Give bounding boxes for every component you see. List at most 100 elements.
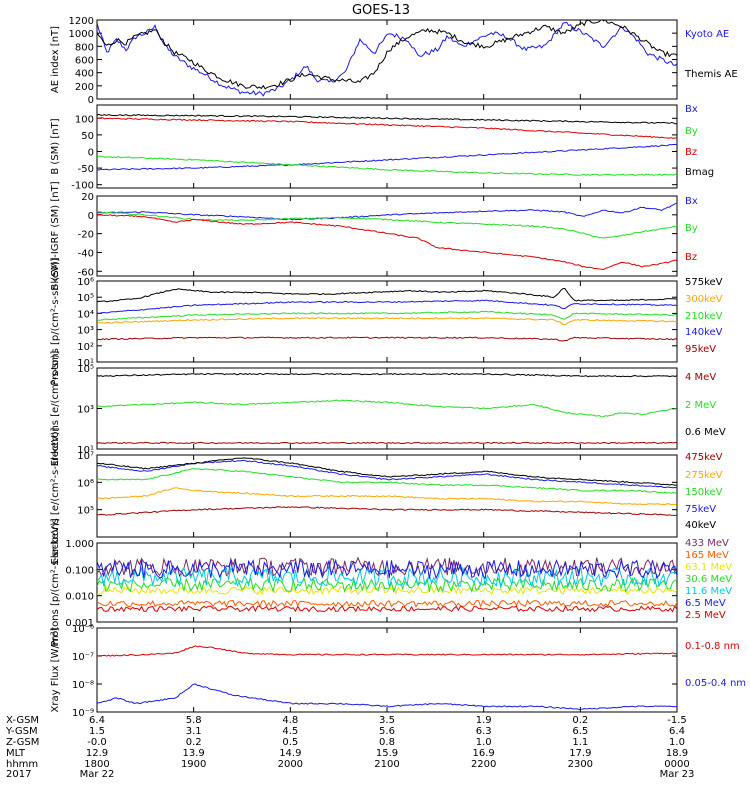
- y-tick-label: -100: [71, 181, 94, 192]
- legend-entry: 2 MeV: [685, 400, 716, 411]
- y-axis-label: Electrons [e/(cm²-s-sr)]: [50, 351, 61, 467]
- y-tick-label: 10³: [77, 326, 94, 337]
- y-tick-label: 200: [75, 82, 94, 93]
- time-axis-value: 2100: [374, 759, 399, 770]
- panel-7: 1.000 0.100 0.010 0.001 Protons [p/(cm²-s-sr…: [50, 518, 732, 646]
- legend-entry: Bmag: [685, 167, 714, 178]
- legend-entry: Bx: [685, 104, 698, 115]
- y-tick-label: 10⁻⁹: [72, 708, 94, 719]
- time-axis-value: 4.8: [282, 715, 298, 726]
- time-axis-row-label: Y-GSM: [5, 726, 38, 737]
- series-line-2-5-mev: [97, 605, 677, 613]
- y-tick-label: 10³: [77, 405, 94, 416]
- panel-frame: [96, 195, 678, 277]
- y-tick-label: 0.010: [65, 592, 94, 603]
- time-axis-value: 0.2: [572, 715, 588, 726]
- y-tick-label: 10⁴: [77, 309, 94, 320]
- y-tick-label: 0: [88, 211, 94, 222]
- panel-4: 10⁶ 10⁵ 10⁴ 10³ 10² 10¹ Protons [p/(cm²-s-sr-k…: [50, 257, 723, 385]
- time-axis-value: 18.9: [666, 748, 688, 759]
- y-tick-label: 10²: [77, 342, 94, 353]
- time-axis-value: Mar 22: [80, 769, 115, 780]
- y-tick-label: 0.001: [65, 618, 94, 629]
- y-tick-label: 600: [75, 56, 94, 67]
- time-axis-row-label: 2017: [6, 769, 31, 780]
- legend-entry: 4 MeV: [685, 372, 716, 383]
- legend-entry: 300keV: [685, 294, 723, 305]
- time-axis-value: 1900: [181, 759, 206, 770]
- time-axis-value: 0.5: [282, 737, 298, 748]
- legend-entry: 6.5 MeV: [685, 598, 726, 609]
- series-line-themis-ae: [97, 20, 677, 90]
- legend-entry: 11.6 MeV: [685, 586, 732, 597]
- series-line-63-1-mev: [97, 585, 677, 596]
- legend-entry: 210keV: [685, 311, 723, 322]
- time-axis-value: 0.2: [186, 737, 202, 748]
- series-line-6-5-mev: [97, 558, 677, 580]
- series-line-bx: [97, 143, 677, 171]
- time-axis-value: 6.4: [89, 715, 105, 726]
- y-axis-label: AE index [nT]: [50, 26, 61, 93]
- y-tick-label: 20: [81, 192, 94, 203]
- legend-entry: 475keV: [685, 452, 723, 463]
- y-tick-label: -20: [78, 230, 94, 241]
- legend-entry: 40keV: [685, 520, 716, 531]
- legend-entry: 2.5 MeV: [685, 610, 726, 621]
- series-line-bmag: [97, 113, 677, 125]
- series-line-165-mev: [97, 599, 677, 608]
- y-tick-label: 10⁷: [77, 451, 94, 462]
- time-axis-value: -0.0: [87, 737, 107, 748]
- series-line-275kev: [97, 487, 677, 506]
- time-axis-row-label: hhmm: [6, 759, 38, 770]
- series-line-575kev: [97, 287, 677, 303]
- panel-8: 10⁻⁶ 10⁻⁷ 10⁻⁸ 10⁻⁹ Xray Flux [W/m²] 0.1-0.8 …: [50, 624, 746, 719]
- y-tick-label: 50: [81, 131, 94, 142]
- time-axis-value: 5.8: [186, 715, 202, 726]
- series-line-11-6-mev: [97, 566, 677, 589]
- y-tick-label: 10⁵: [77, 506, 94, 517]
- panel-1: 1200 1000 800 600 400 200 0 AE index [nT] Kyoto …: [50, 16, 738, 106]
- legend-entry: 150keV: [685, 487, 723, 498]
- panel-frame: [96, 627, 678, 713]
- series-line-2-mev: [97, 399, 677, 418]
- time-axis-value: 4.5: [282, 726, 298, 737]
- y-tick-label: 10⁵: [77, 293, 94, 304]
- time-axis-value: 1.9: [476, 715, 492, 726]
- time-axis-value: 3.5: [379, 715, 395, 726]
- legend-entry: 0.6 MeV: [685, 427, 726, 438]
- time-axis-value: -1.5: [667, 715, 687, 726]
- y-tick-label: 10¹: [77, 358, 94, 369]
- series-line-95kev: [97, 336, 677, 342]
- y-tick-label: 10¹: [77, 445, 94, 456]
- series-line-475kev: [97, 506, 677, 517]
- y-tick-label: 10⁵: [77, 364, 94, 375]
- time-axis-value: 15.9: [376, 748, 398, 759]
- panel-2: 100 50 0 -50 -100 B (SM) [nT] Bx By Bz Bmag: [50, 104, 714, 192]
- legend-entry: Kyoto AE: [685, 29, 729, 40]
- legend-entry: 30.6 MeV: [685, 574, 732, 585]
- y-tick-label: 0.100: [65, 565, 94, 576]
- y-tick-label: 800: [75, 42, 94, 53]
- legend-entry: 75keV: [685, 504, 716, 515]
- y-tick-label: -40: [78, 248, 94, 259]
- series-line-by: [97, 155, 677, 176]
- y-axis-label: Protons [p/(cm²-s-sr-keV)]: [50, 518, 61, 646]
- legend-entry: 433 MeV: [685, 538, 729, 549]
- time-axis-value: 2300: [568, 759, 593, 770]
- y-tick-label: 10⁻⁸: [72, 680, 94, 691]
- time-axis-value: 14.9: [279, 748, 301, 759]
- legend-entry: Bz: [685, 147, 697, 158]
- y-axis-label: Protons [p/(cm²-s-sr-keV)]: [50, 257, 61, 385]
- y-axis-label: B (SM) [nT]: [50, 118, 61, 174]
- y-tick-label: 1200: [69, 16, 94, 27]
- time-axis-value: 12.9: [86, 748, 108, 759]
- series-line-40kev: [97, 457, 677, 486]
- legend-entry: 95keV: [685, 344, 716, 355]
- y-tick-label: 1.000: [65, 539, 94, 550]
- time-axis-value: 2200: [471, 759, 496, 770]
- y-tick-label: 0: [88, 95, 94, 106]
- time-axis-value: 1.0: [476, 737, 492, 748]
- time-axis-value: 1800: [84, 759, 109, 770]
- time-axis-value: 13.9: [183, 748, 205, 759]
